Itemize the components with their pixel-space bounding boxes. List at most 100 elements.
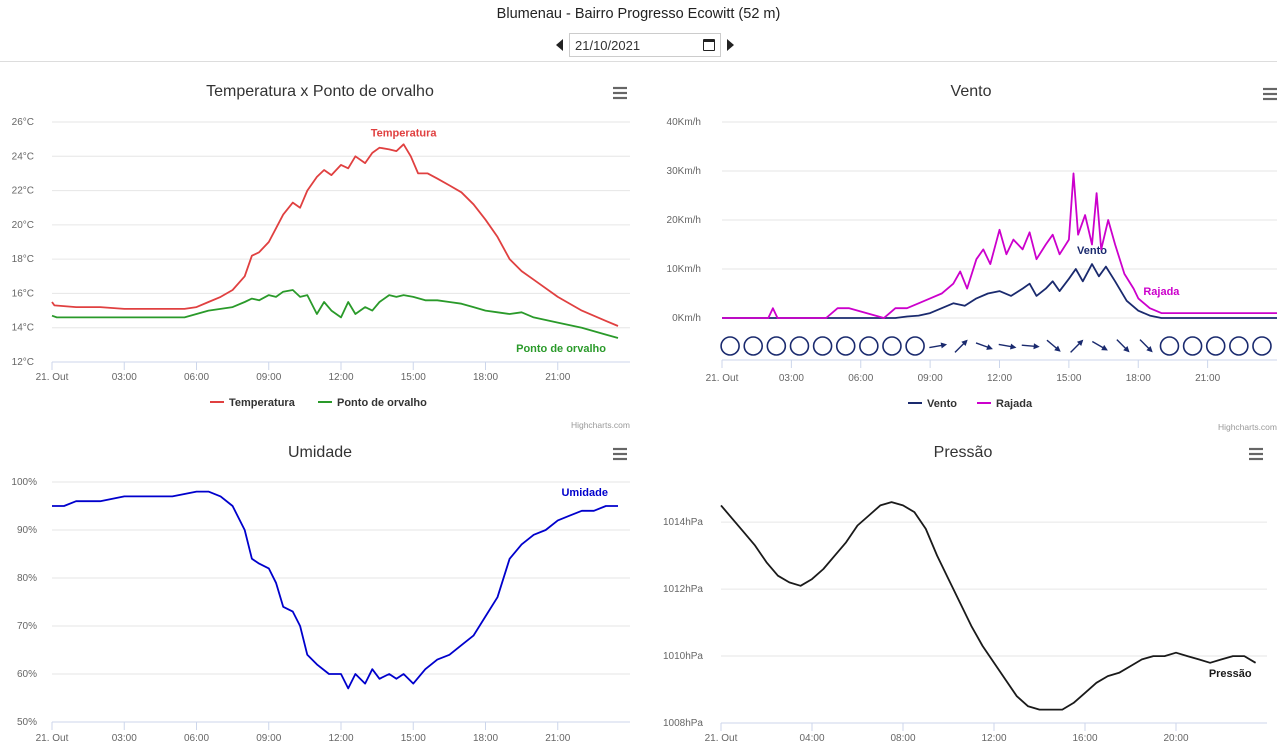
grid-lines xyxy=(722,121,1277,319)
y-tick-label: 1010hPa xyxy=(663,651,703,662)
y-tick-label: 22°C xyxy=(12,186,34,197)
arrow-icon xyxy=(998,343,1017,350)
x-tick-label: 12:00 xyxy=(981,733,1006,743)
arrow-icon xyxy=(954,339,968,353)
x-tick-label: 15:00 xyxy=(1056,373,1081,384)
y-tick-label: 1008hPa xyxy=(663,718,703,729)
x-tick-label: 16:00 xyxy=(1072,733,1097,743)
plot-area: Temperatura Ponto de orvalho xyxy=(51,127,619,355)
series-line-rajada[interactable] xyxy=(722,172,1277,319)
page-title: Blumenau - Bairro Progresso Ecowitt (52 … xyxy=(496,6,781,22)
temperature-chart: Temperatura x Ponto de orvalho 12°C14°C1… xyxy=(12,83,630,430)
caret-left-icon[interactable] xyxy=(556,39,563,51)
grid-lines xyxy=(52,121,630,363)
chart-title: Vento xyxy=(951,83,992,100)
x-tick-label: 08:00 xyxy=(890,733,915,743)
series-line-ponto-de-orvalho[interactable] xyxy=(51,289,619,339)
y-tick-label: 14°C xyxy=(12,323,34,334)
circle-icon xyxy=(743,336,764,356)
circle-icon xyxy=(859,336,879,356)
circle-icon xyxy=(835,336,856,356)
series-line-pressão[interactable] xyxy=(720,501,1257,711)
plot-area: Umidade xyxy=(52,487,618,690)
chart-title: Umidade xyxy=(288,444,352,461)
legend[interactable]: Vento Rajada xyxy=(908,398,1033,410)
x-tick-label: 21:00 xyxy=(545,372,570,383)
y-tick-label: 16°C xyxy=(12,288,34,299)
legend-item[interactable]: Rajada xyxy=(996,398,1033,410)
hamburger-menu-icon[interactable] xyxy=(613,447,627,461)
circle-icon xyxy=(905,336,925,356)
y-tick-label: 30Km/h xyxy=(667,166,701,177)
series-line-vento[interactable] xyxy=(722,263,1277,319)
arrow-icon xyxy=(975,342,993,350)
x-tick-label: 15:00 xyxy=(401,733,426,743)
x-tick-label: 18:00 xyxy=(473,372,498,383)
x-tick-label: 04:00 xyxy=(799,733,824,743)
arrow-icon xyxy=(1070,339,1084,353)
legend-item[interactable]: Ponto de orvalho xyxy=(337,397,427,409)
arrow-icon xyxy=(929,342,948,349)
y-axis-labels: 12°C 14°C 16°C 18°C 20°C 22°C 24°C 26°C xyxy=(12,117,34,368)
credits-label[interactable]: Highcharts.com xyxy=(1218,422,1277,432)
plot-area: Pressão xyxy=(720,501,1257,711)
series-line-umidade[interactable] xyxy=(52,490,618,690)
calendar-icon[interactable] xyxy=(703,39,715,51)
x-tick-label: 09:00 xyxy=(918,373,943,384)
series-data-label: Vento xyxy=(1077,245,1107,257)
y-tick-label: 100% xyxy=(11,477,37,488)
y-tick-label: 1014hPa xyxy=(663,517,703,528)
x-axis: 21. Out 03:00 06:00 09:00 12:00 15:00 18:00 21:… xyxy=(36,721,630,743)
circle-icon xyxy=(812,336,833,356)
arrow-icon xyxy=(1046,339,1061,352)
x-tick-label: 06:00 xyxy=(184,372,209,383)
pressure-chart: Pressão 1008hPa 1010hPa 1012hPa 1014hPa 21.… xyxy=(663,444,1267,743)
y-tick-label: 20Km/h xyxy=(667,215,701,226)
y-tick-label: 24°C xyxy=(12,151,34,162)
y-tick-label: 90% xyxy=(17,525,37,536)
grid-lines xyxy=(52,481,630,723)
y-tick-label: 80% xyxy=(17,573,37,584)
legend-item[interactable]: Temperatura xyxy=(229,397,296,409)
x-tick-label: 18:00 xyxy=(473,733,498,743)
series-data-label: Temperatura xyxy=(371,127,438,139)
date-navigation: 21/10/2021 xyxy=(556,32,734,58)
date-value: 21/10/2021 xyxy=(575,37,641,53)
y-tick-label: 12°C xyxy=(12,357,34,368)
y-tick-label: 50% xyxy=(17,717,37,728)
arrow-icon xyxy=(1091,340,1108,351)
x-tick-label: 21. Out xyxy=(706,373,739,384)
x-tick-label: 06:00 xyxy=(848,373,873,384)
credits-label[interactable]: Highcharts.com xyxy=(571,420,630,430)
legend[interactable]: Temperatura Ponto de orvalho xyxy=(210,397,427,409)
caret-right-icon[interactable] xyxy=(727,39,734,51)
x-tick-label: 12:00 xyxy=(328,372,353,383)
x-axis: 21. Out 03:00 06:00 09:00 12:00 15:00 18:00 21:… xyxy=(36,361,630,383)
x-tick-label: 03:00 xyxy=(112,372,137,383)
circle-icon xyxy=(1229,336,1249,356)
x-tick-label: 15:00 xyxy=(401,372,426,383)
chart-title: Pressão xyxy=(934,444,993,461)
circle-icon xyxy=(1182,336,1203,356)
y-tick-label: 70% xyxy=(17,621,37,632)
series-line-temperatura[interactable] xyxy=(51,143,619,327)
y-tick-label: 40Km/h xyxy=(667,117,701,128)
date-input[interactable]: 21/10/2021 xyxy=(569,33,721,57)
series-data-label: Pressão xyxy=(1209,668,1252,680)
arrow-icon xyxy=(1116,339,1130,353)
x-tick-label: 12:00 xyxy=(328,733,353,743)
x-tick-label: 12:00 xyxy=(987,373,1012,384)
x-tick-label: 18:00 xyxy=(1126,373,1151,384)
hamburger-menu-icon[interactable] xyxy=(1263,87,1277,101)
hamburger-menu-icon[interactable] xyxy=(1249,447,1263,461)
hamburger-menu-icon[interactable] xyxy=(613,86,627,100)
x-tick-label: 06:00 xyxy=(184,733,209,743)
y-tick-label: 1012hPa xyxy=(663,584,703,595)
circle-icon xyxy=(1159,336,1180,356)
legend-item[interactable]: Vento xyxy=(927,398,957,410)
y-axis-labels: 50% 60% 70% 80% 90% 100% xyxy=(11,477,37,728)
x-tick-label: 21:00 xyxy=(1195,373,1220,384)
x-tick-label: 03:00 xyxy=(779,373,804,384)
series-data-label: Rajada xyxy=(1143,286,1180,298)
series-data-label: Ponto de orvalho xyxy=(516,343,606,355)
